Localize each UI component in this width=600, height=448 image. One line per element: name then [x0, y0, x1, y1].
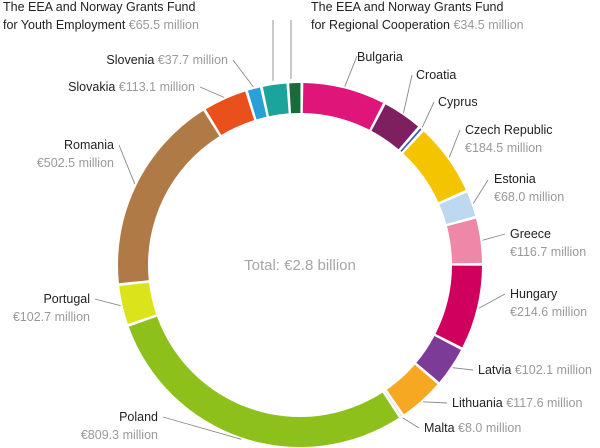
- slice-name: Greece: [510, 227, 551, 241]
- slice-name: Romania: [64, 138, 114, 152]
- slice-15: [262, 83, 289, 117]
- slice-name: Slovenia: [106, 53, 157, 67]
- slice-value: €116.7 million: [510, 245, 586, 259]
- slice-name: Malta: [424, 421, 458, 435]
- slice-name: Bulgaria: [357, 50, 403, 64]
- slice-value: €34.5 million: [453, 18, 523, 32]
- slice-value: €102.7 million: [13, 310, 90, 324]
- slice-7: [416, 335, 461, 383]
- leader-line-12: [118, 144, 136, 185]
- leader-line-1: [403, 74, 413, 113]
- slice-name: Hungary: [510, 287, 558, 301]
- slice-label-11: Portugal €102.7 million: [13, 292, 90, 324]
- slice-value: €102.1 million: [515, 363, 592, 377]
- slice-1: [371, 104, 419, 150]
- slice-value: €113.1 million: [119, 80, 195, 94]
- slice-value: €117.6 million: [506, 396, 582, 410]
- leader-line-5: [482, 233, 506, 241]
- leader-line-13: [199, 86, 225, 98]
- slice-5: [446, 218, 482, 264]
- leader-lines: [94, 20, 506, 440]
- slice-label-14: Slovenia €37.7 million: [106, 53, 228, 67]
- slice-value: €809.3 million: [81, 428, 158, 442]
- donut-slices: [118, 83, 482, 447]
- slice-value: €8.0 million: [458, 421, 521, 435]
- slice-label-5: Greece €116.7 million: [510, 227, 586, 259]
- slice-label-13: Slovakia €113.1 million: [68, 80, 195, 94]
- slice-value: €214.6 million: [510, 305, 587, 319]
- slice-name: The EEA and Norway Grants Fund: [3, 0, 196, 14]
- slice-label-8: Lithuania €117.6 million: [452, 396, 582, 410]
- slice-label-15: The EEA and Norway Grants Fund for Youth …: [3, 0, 199, 32]
- slice-label-4: Estonia €68.0 million: [494, 172, 564, 204]
- slice-value: €37.7 million: [158, 53, 228, 67]
- leader-line-7: [452, 367, 474, 371]
- slice-label-2: Cyprus: [438, 95, 478, 109]
- slice-name: Estonia: [494, 172, 536, 186]
- slice-label-3: Czech Republic €184.5 million: [465, 123, 553, 155]
- leader-line-11: [94, 298, 121, 307]
- slice-value: €502.5 million: [37, 156, 114, 170]
- leader-line-3: [448, 129, 461, 158]
- slice-label-0: Bulgaria: [357, 50, 403, 64]
- slice-9: [384, 391, 402, 417]
- slice-name: Cyprus: [438, 95, 478, 109]
- slice-name: for Youth Employment: [3, 18, 129, 32]
- leader-line-14: [232, 59, 254, 88]
- leader-line-8: [422, 401, 448, 404]
- slice-6: [435, 265, 482, 348]
- slice-name: Portugal: [43, 292, 90, 306]
- leader-line-2: [421, 101, 435, 128]
- slice-label-1: Croatia: [416, 68, 456, 82]
- slice-8: [386, 364, 438, 415]
- slice-13: [205, 91, 255, 135]
- total-label: Total: €2.8 billion: [244, 257, 356, 274]
- slice-16: [289, 83, 301, 114]
- slice-labels: Bulgaria Croatia Cyprus Czech Republic €184.…: [3, 0, 592, 442]
- slice-12: [118, 110, 220, 284]
- leader-line-10: [162, 416, 242, 440]
- leader-line-4: [472, 179, 489, 204]
- slice-label-6: Hungary €214.6 million: [510, 287, 587, 319]
- slice-0: [302, 83, 384, 130]
- slice-value: €68.0 million: [494, 190, 564, 204]
- slice-4: [439, 192, 476, 225]
- slice-label-12: Romania €502.5 million: [37, 138, 114, 170]
- slice-value: €184.5 million: [465, 141, 542, 155]
- slice-14: [247, 87, 267, 120]
- slice-3: [403, 131, 466, 203]
- leader-line-0: [344, 55, 358, 87]
- leader-line-9: [402, 417, 420, 429]
- slice-name: for Regional Cooperation: [311, 18, 453, 32]
- slice-name: Czech Republic: [465, 123, 553, 137]
- leader-line-6: [478, 293, 506, 309]
- slice-value: €65.5 million: [129, 18, 199, 32]
- slice-label-9: Malta €8.0 million: [424, 421, 521, 435]
- slice-2: [400, 128, 422, 152]
- slice-label-16: The EEA and Norway Grants Fund for Region…: [311, 0, 524, 32]
- slice-10: [128, 316, 399, 447]
- slice-name: The EEA and Norway Grants Fund: [311, 0, 504, 14]
- slice-name: Latvia: [478, 363, 515, 377]
- slice-name: Poland: [119, 410, 158, 424]
- slice-name: Lithuania: [452, 396, 506, 410]
- slice-name: Croatia: [416, 68, 456, 82]
- slice-label-7: Latvia €102.1 million: [478, 363, 592, 377]
- slice-label-10: Poland €809.3 million: [81, 410, 158, 442]
- slice-11: [119, 282, 157, 325]
- slice-name: Slovakia: [68, 80, 119, 94]
